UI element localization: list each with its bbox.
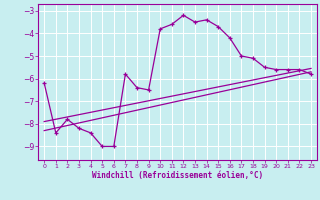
X-axis label: Windchill (Refroidissement éolien,°C): Windchill (Refroidissement éolien,°C)	[92, 171, 263, 180]
